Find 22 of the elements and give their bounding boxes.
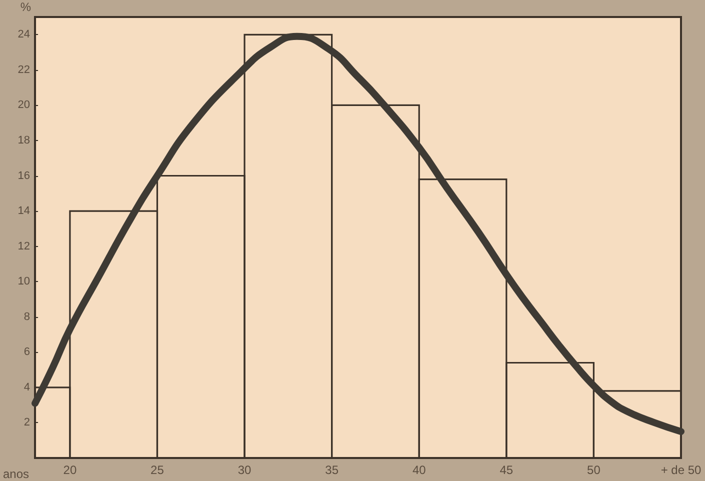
- x-tick-label: 50: [587, 463, 601, 477]
- y-tick-label: 20: [18, 99, 30, 112]
- y-tick-label: 18: [18, 134, 30, 146]
- x-axis-title: anos: [2, 467, 30, 481]
- y-tick-label: 24: [18, 28, 30, 41]
- x-tick-label: 35: [325, 463, 339, 477]
- y-tick-label: 8: [24, 310, 30, 323]
- y-tick-label: 12: [18, 240, 30, 252]
- y-tick-label: 22: [18, 64, 30, 76]
- y-tick-label: 16: [18, 170, 30, 182]
- x-tick-label: 20: [63, 463, 77, 477]
- x-tick-label: 30: [238, 463, 252, 477]
- y-axis-title: %: [20, 0, 32, 14]
- y-tick-label: 2: [24, 416, 30, 429]
- y-tick-label: 6: [24, 346, 30, 358]
- y-tick-label: 10: [18, 276, 30, 288]
- y-tick-label: 14: [18, 205, 30, 218]
- x-tick-label: + de 50: [660, 463, 702, 477]
- y-tick-label: 4: [24, 381, 30, 394]
- x-tick-label: 40: [412, 463, 426, 477]
- x-tick-label: 45: [500, 463, 514, 477]
- x-tick-label: 25: [150, 463, 164, 477]
